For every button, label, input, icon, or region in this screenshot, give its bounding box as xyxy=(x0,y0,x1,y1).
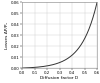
X-axis label: Diffusion factor D: Diffusion factor D xyxy=(40,76,79,80)
Y-axis label: Losses ΔP/P₀: Losses ΔP/P₀ xyxy=(5,22,9,49)
